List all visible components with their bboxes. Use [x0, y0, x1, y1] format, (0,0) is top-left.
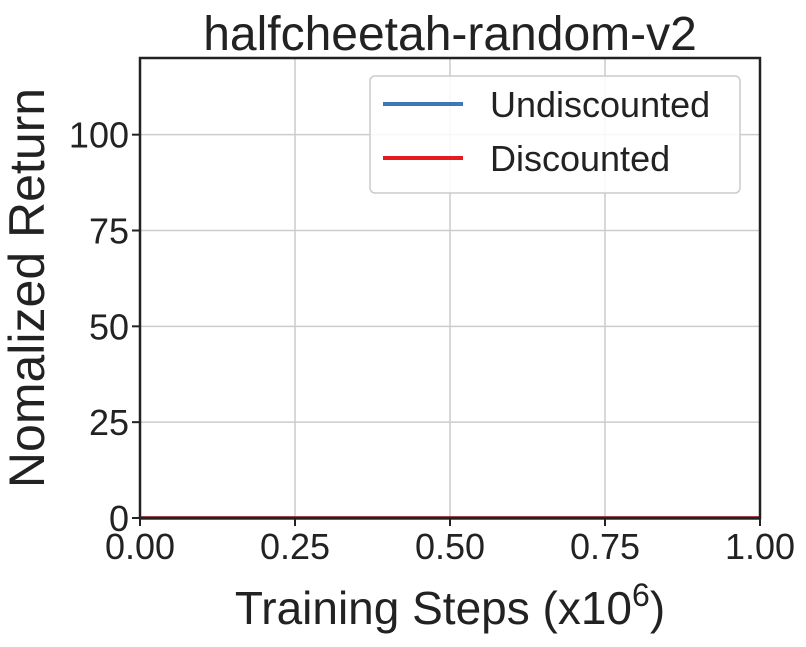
- y-tick-label-1: 25: [89, 402, 129, 443]
- x-tick-label-4: 1.00: [725, 526, 795, 567]
- legend-label-0: Undiscounted: [490, 84, 710, 125]
- y-axis-label: Nomalized Return: [0, 88, 55, 488]
- y-tick-label-3: 75: [89, 211, 129, 252]
- x-axis-label-main: Training Steps (x10: [235, 582, 632, 634]
- x-ticks: 0.00 0.25 0.50 0.75 1.00: [105, 518, 795, 567]
- x-axis-label-suffix: ): [650, 582, 665, 634]
- x-tick-label-2: 0.50: [415, 526, 485, 567]
- chart-title: halfcheetah-random-v2: [203, 8, 697, 61]
- x-axis-label: Training Steps (x106): [235, 577, 665, 634]
- y-ticks: 0 25 50 75 100: [69, 115, 140, 539]
- legend-label-1: Discounted: [490, 138, 670, 179]
- y-tick-label-0: 0: [109, 498, 129, 539]
- y-tick-label-4: 100: [69, 115, 129, 156]
- x-axis-label-exponent: 6: [632, 577, 650, 613]
- x-tick-label-3: 0.75: [570, 526, 640, 567]
- legend: Undiscounted Discounted: [369, 75, 741, 194]
- x-tick-label-0: 0.00: [105, 526, 175, 567]
- y-tick-label-2: 50: [89, 306, 129, 347]
- x-tick-label-1: 0.25: [260, 526, 330, 567]
- legend-items: Undiscounted Discounted: [383, 84, 710, 179]
